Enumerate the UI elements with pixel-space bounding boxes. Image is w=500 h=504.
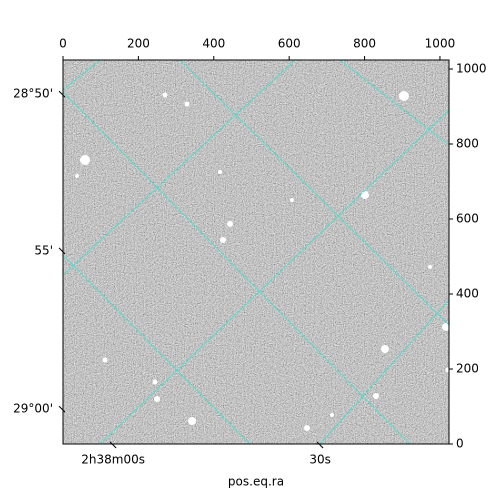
x-axis-label: pos.eq.ra — [228, 475, 284, 489]
x-tick-label-top: 0 — [59, 37, 67, 51]
stars — [75, 91, 451, 431]
x-tick-label-top: 600 — [278, 37, 301, 51]
y-tick-label-right: 1000 — [456, 62, 487, 76]
y-tick-label-left: 29°00' — [13, 402, 53, 416]
coordinate-grid — [62, 59, 450, 445]
y-tick-label-right: 200 — [456, 362, 479, 376]
y-tick-label-right: 400 — [456, 287, 479, 301]
y-tick-left — [58, 247, 66, 255]
sky-image — [63, 60, 449, 444]
x-tick-bottom — [109, 441, 117, 449]
y-tick-left — [58, 90, 66, 98]
x-tick-label-top: 1000 — [425, 37, 456, 51]
x-tick-label-top: 800 — [353, 37, 376, 51]
y-tick-label-right: 0 — [456, 437, 464, 451]
y-tick-label-left: 55' — [34, 243, 53, 257]
x-tick-label-bottom: 2h38m00s — [81, 453, 145, 467]
x-tick-label-top: 200 — [127, 37, 150, 51]
y-tick-left — [58, 405, 66, 413]
x-tick-label-bottom: 30s — [309, 453, 331, 467]
y-tick-label-right: 600 — [456, 212, 479, 226]
y-tick-label-left: 28°50' — [13, 87, 53, 101]
y-tick-label-right: 800 — [456, 137, 479, 151]
x-tick-label-top: 400 — [202, 37, 225, 51]
x-tick-bottom — [316, 441, 324, 449]
